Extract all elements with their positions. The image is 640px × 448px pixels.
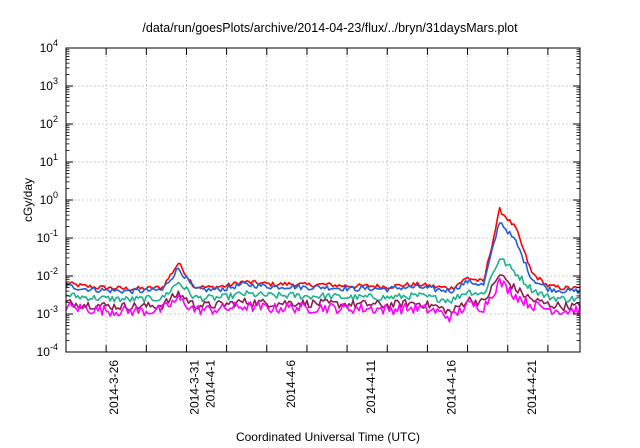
y-tick-label: 104: [40, 38, 58, 55]
y-axis-label: cGy/day: [21, 178, 35, 222]
series-line-3: [65, 258, 581, 304]
x-tick-label: 2014-4-16: [445, 360, 459, 415]
y-tick-label: 10-4: [37, 342, 58, 359]
y-tick-label: 10-1: [37, 228, 58, 245]
series-line-4: [65, 274, 581, 315]
y-tick-label: 10-2: [37, 266, 58, 283]
series-group: [65, 206, 581, 323]
series-line-5: [65, 277, 581, 323]
y-tick-label: 100: [40, 190, 58, 207]
x-tick-label: 2014-4-21: [525, 360, 539, 415]
x-axis-label: Coordinated Universal Time (UTC): [236, 430, 420, 444]
y-tick-label: 102: [40, 114, 58, 131]
y-tick-label: 103: [40, 76, 58, 93]
series-line-2: [65, 222, 581, 295]
plot-frame: [65, 47, 581, 353]
x-tick-label: 2014-3-31: [188, 360, 202, 415]
x-tick-label: 2014-4-11: [364, 360, 378, 414]
x-tick-label: 2014-4-1: [204, 360, 218, 408]
chart-title: /data/run/goesPlots/archive/2014-04-23/f…: [142, 21, 518, 35]
y-tick-label: 101: [40, 152, 58, 169]
y-tick-label: 10-3: [37, 304, 58, 321]
x-tick-label: 2014-3-26: [107, 360, 121, 415]
x-tick-label: 2014-4-6: [284, 360, 298, 408]
